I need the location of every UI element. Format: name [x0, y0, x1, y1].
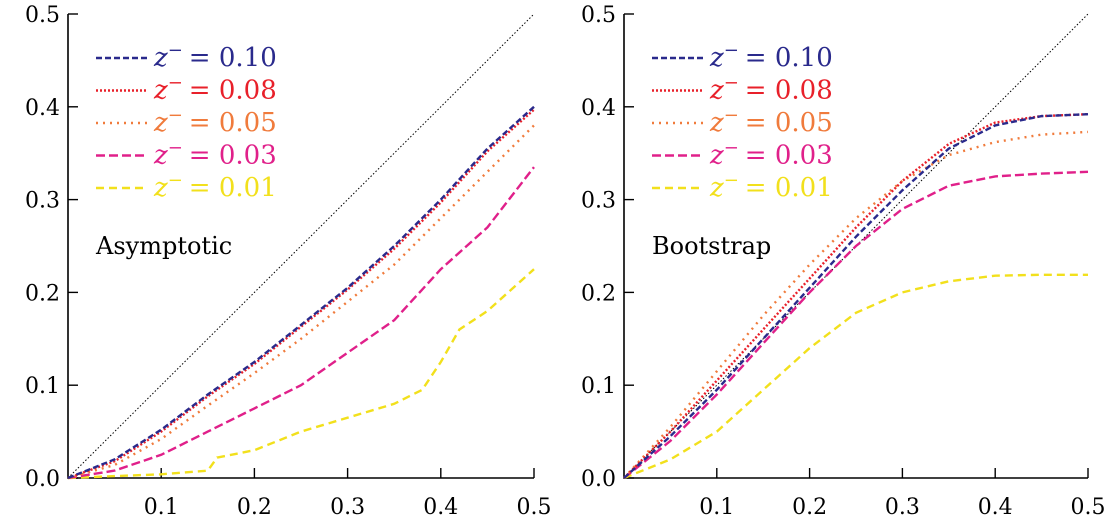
- series-line: [623, 113, 1089, 479]
- legend-variable: z: [709, 108, 724, 138]
- series-line: [623, 170, 1089, 479]
- legend-variable: z: [709, 141, 724, 171]
- x-tick-label: 0.3: [885, 495, 920, 520]
- y-tick-label: 0.4: [581, 96, 616, 121]
- panel-asymptotic: 0.00.10.20.30.40.50.1 0.2 0.3 0.4 0.5z− = 0.1…: [25, 3, 552, 520]
- legend-value: = 0.01: [745, 173, 833, 203]
- y-tick-label: 0.0: [25, 467, 60, 492]
- y-tick-label: 0.1: [581, 374, 616, 399]
- legend-value: = 0.05: [745, 108, 833, 138]
- legend-variable: z: [709, 173, 724, 203]
- legend-superscript: −: [168, 138, 183, 159]
- y-tick-label: 0.2: [25, 281, 60, 306]
- legend-label: z− = 0.01: [153, 170, 277, 203]
- diagonal-reference-line: [67, 13, 535, 479]
- legend-value: = 0.05: [189, 108, 277, 138]
- legend-variable: z: [709, 43, 724, 73]
- x-tick-label: 0.5: [517, 495, 552, 520]
- series-line: [623, 273, 1088, 480]
- legend-value: = 0.08: [189, 76, 277, 106]
- legend-superscript: −: [724, 73, 739, 94]
- legend-variable: z: [153, 108, 168, 138]
- legend-value: = 0.08: [745, 76, 833, 106]
- legend-variable: z: [153, 76, 168, 106]
- x-tick-label: 0.4: [978, 495, 1013, 520]
- y-tick-label: 0.4: [25, 96, 60, 121]
- legend-superscript: −: [168, 105, 183, 126]
- x-tick-label: 0.1: [699, 495, 734, 520]
- legend-value: = 0.03: [745, 141, 833, 171]
- series-line: [67, 105, 535, 480]
- legend-variable: z: [153, 43, 168, 73]
- legend-superscript: −: [168, 73, 183, 94]
- legend-value: = 0.03: [189, 141, 277, 171]
- y-tick-label: 0.2: [581, 281, 616, 306]
- series-line: [67, 166, 535, 480]
- legend-value: = 0.10: [189, 43, 277, 73]
- panel-title: Bootstrap: [652, 232, 771, 260]
- y-tick-label: 0.0: [581, 467, 616, 492]
- legend-variable: z: [153, 141, 168, 171]
- legend-variable: z: [709, 76, 724, 106]
- x-tick-label: 0.2: [792, 495, 827, 520]
- legend-superscript: −: [724, 138, 739, 159]
- series-line: [623, 113, 1089, 479]
- legend-label: z− = 0.03: [709, 138, 833, 171]
- legend-label: z− = 0.10: [153, 40, 277, 73]
- legend-label: z− = 0.10: [709, 40, 833, 73]
- y-tick-label: 0.5: [581, 3, 616, 28]
- x-tick-label: 0.5: [1071, 495, 1106, 520]
- legend-superscript: −: [724, 170, 739, 191]
- diagonal-reference-line: [623, 13, 1089, 479]
- panel-title: Asymptotic: [95, 232, 232, 260]
- series-line: [67, 124, 535, 480]
- y-tick-label: 0.5: [25, 3, 60, 28]
- x-tick-label: 0.1: [144, 495, 179, 520]
- panel-bootstrap: 0.00.10.20.30.40.50.1 0.2 0.3 0.4 0.5z− = 0.1…: [581, 3, 1106, 520]
- y-tick-label: 0.3: [25, 189, 60, 214]
- x-tick-label: 0.4: [423, 495, 458, 520]
- series-line: [623, 130, 1089, 479]
- legend-label: z− = 0.03: [153, 138, 277, 171]
- legend-label: z− = 0.05: [709, 105, 833, 138]
- legend-label: z− = 0.01: [709, 170, 833, 203]
- legend-label: z− = 0.08: [153, 73, 277, 106]
- legend-superscript: −: [168, 40, 183, 61]
- x-tick-label: 0.3: [330, 495, 365, 520]
- legend-superscript: −: [724, 40, 739, 61]
- x-tick-label: 0.2: [237, 495, 272, 520]
- legend-value: = 0.10: [745, 43, 833, 73]
- legend-label: z− = 0.05: [153, 105, 277, 138]
- legend-label: z− = 0.08: [709, 73, 833, 106]
- legend-superscript: −: [724, 105, 739, 126]
- legend-value: = 0.01: [189, 173, 277, 203]
- legend-superscript: −: [168, 170, 183, 191]
- legend-variable: z: [153, 173, 168, 203]
- y-tick-label: 0.1: [25, 374, 60, 399]
- series-line: [67, 108, 535, 480]
- y-tick-label: 0.3: [581, 189, 616, 214]
